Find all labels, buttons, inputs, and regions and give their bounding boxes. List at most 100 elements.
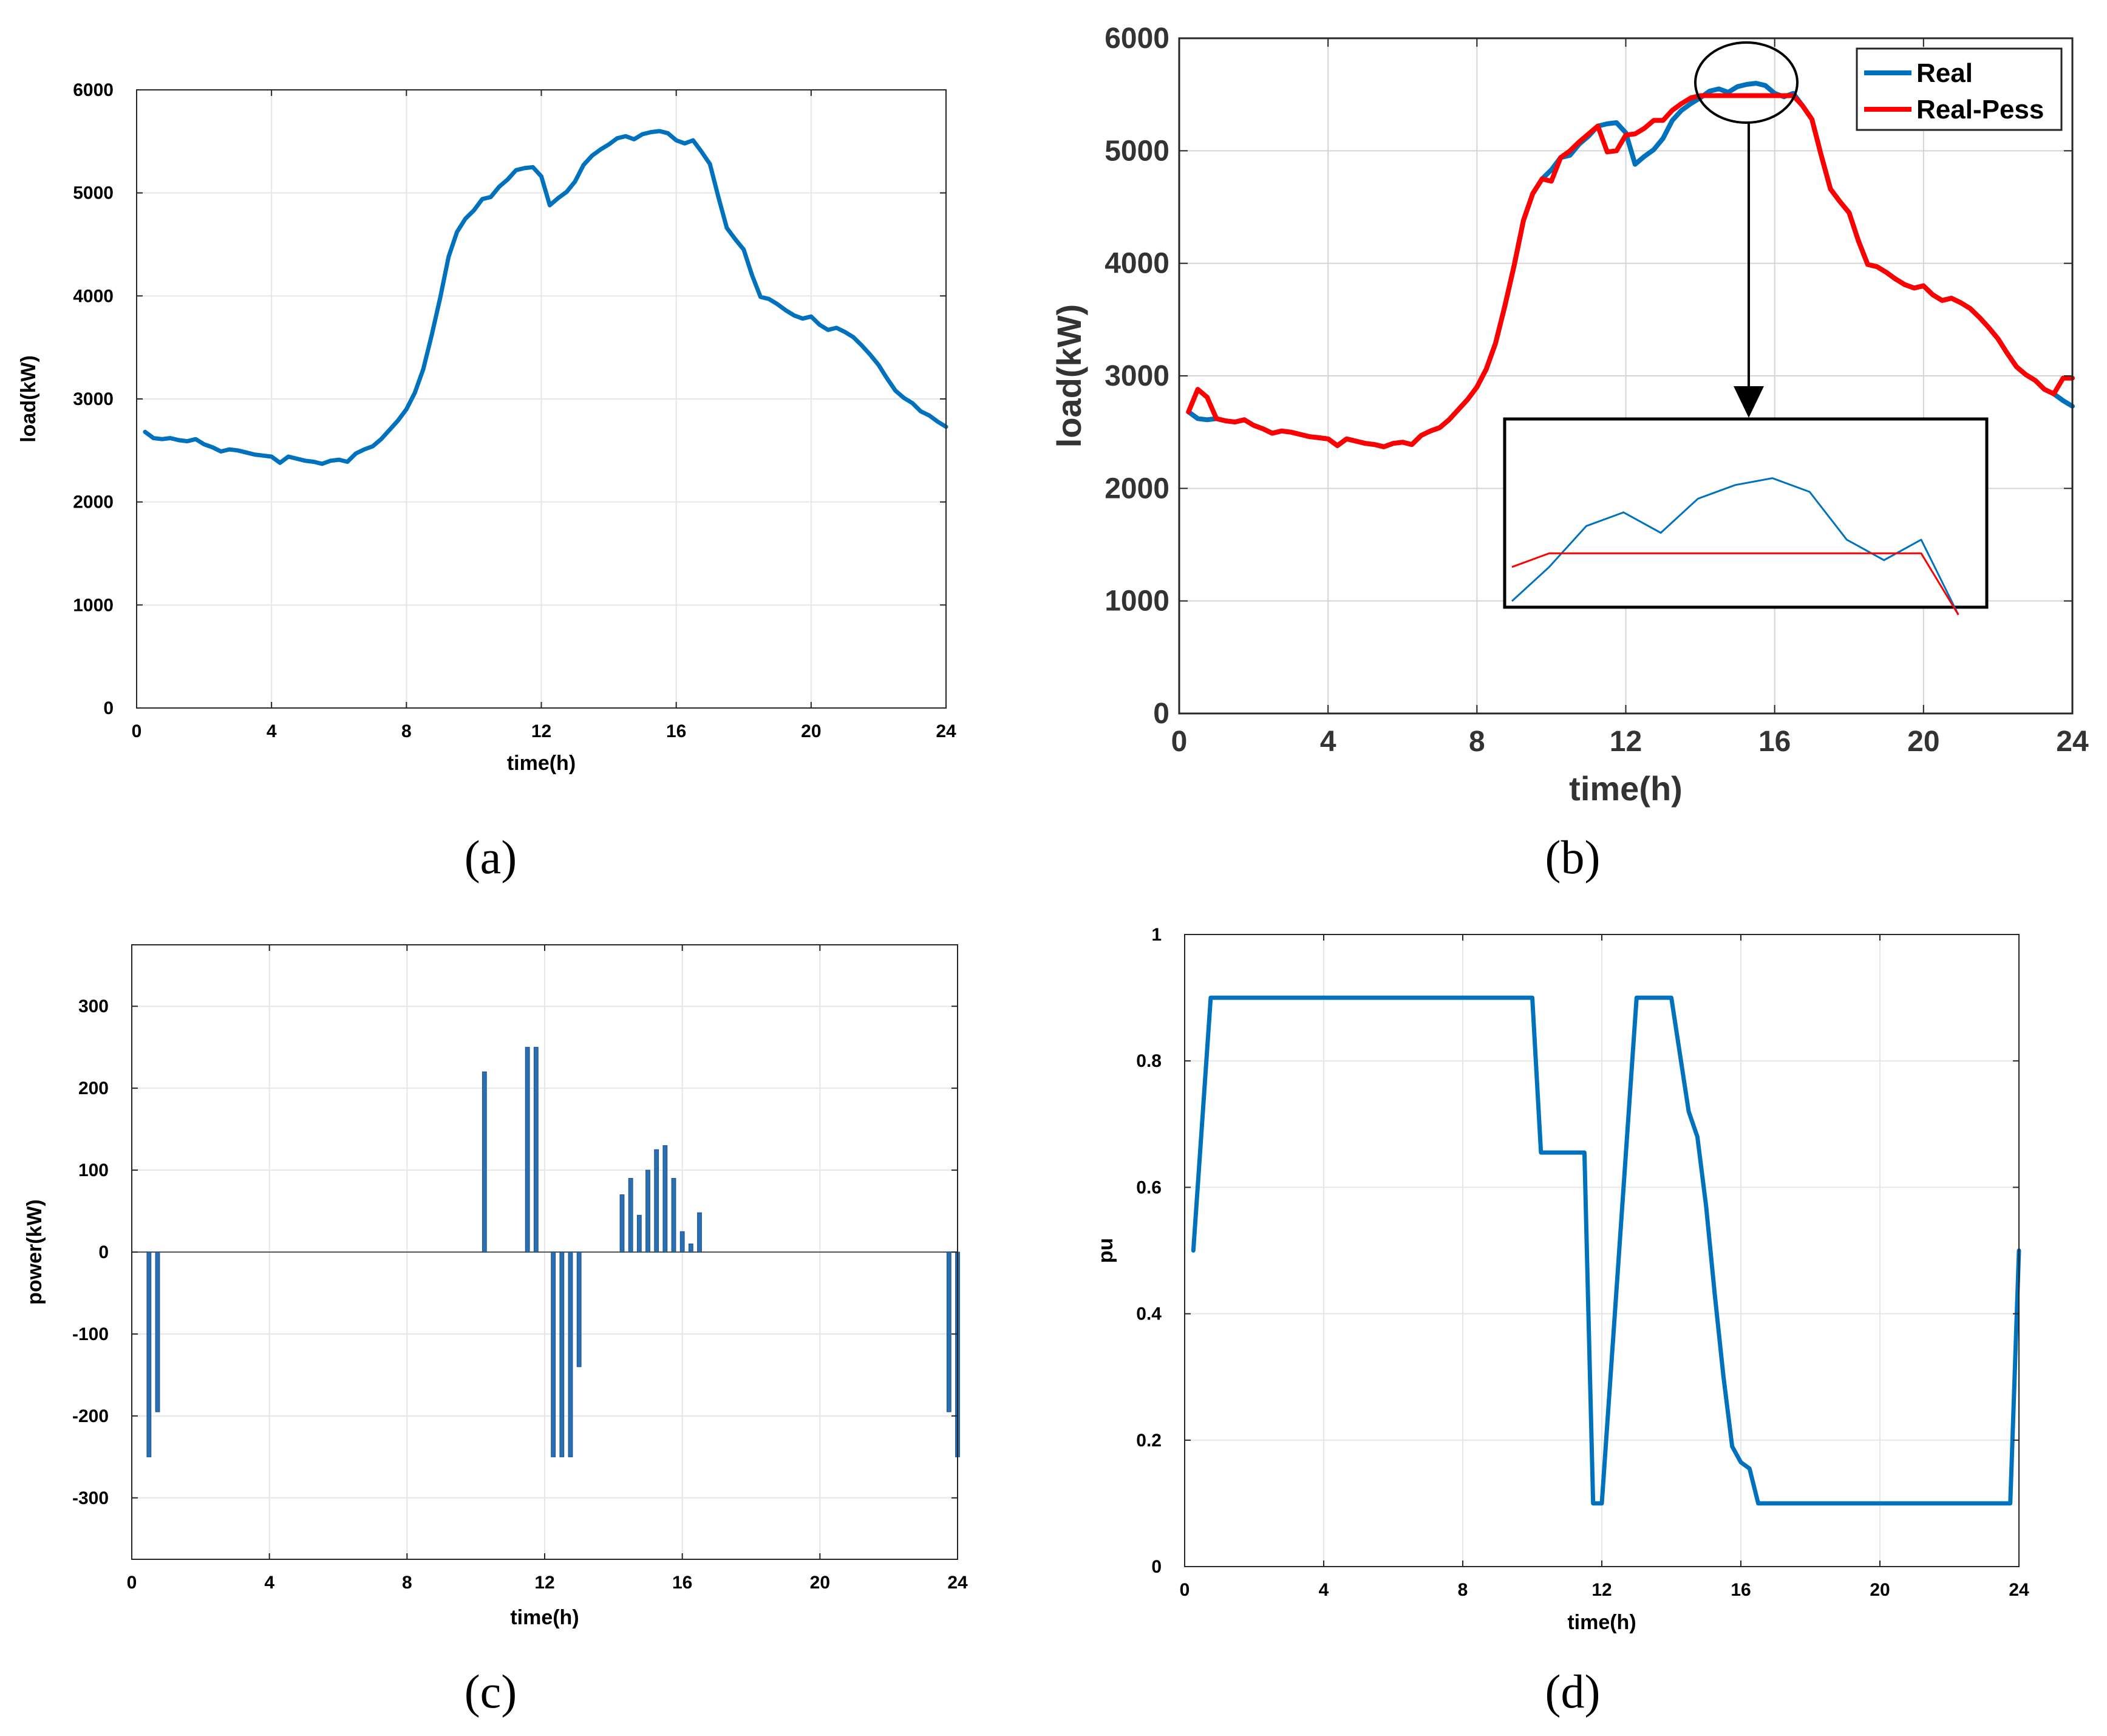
y-tick-label: -300 [72,1488,109,1508]
x-axis-label: time(h) [510,1606,579,1629]
x-tick-label: 4 [1320,726,1336,758]
y-tick-label: 4000 [1105,248,1169,280]
y-tick-label: 0 [1151,1557,1162,1577]
y-tick-label: 2000 [1105,472,1169,505]
x-tick-label: 16 [666,721,686,741]
y-tick-label: 0 [103,698,114,718]
bar [559,1251,565,1457]
x-tick-label: 8 [401,721,412,741]
y-tick-label: 6000 [73,80,114,100]
x-tick-label: 4 [1319,1580,1329,1600]
bar [946,1251,951,1412]
x-tick-label: 0 [132,721,142,741]
bar [628,1178,633,1253]
caption-a: (a) [465,831,517,883]
x-tick-label: 8 [1458,1580,1468,1600]
y-tick-label: 100 [78,1160,109,1180]
chart-c: 0 4 8 12 16 20 24 -300 -200 -100 0 100 200 300 time(h)… [23,944,968,1629]
x-tick-label: 24 [2009,1580,2029,1600]
inset-line-real [1511,477,1959,616]
x-tick-label: 12 [531,721,551,741]
x-tick-label: 12 [1610,726,1642,758]
bar [619,1194,625,1253]
bar [146,1251,152,1457]
y-tick-label: 5000 [73,183,114,203]
y-axis-label: load(kW) [17,355,40,443]
bar [662,1145,668,1253]
x-tick-label: 0 [127,1573,137,1593]
y-axis-label: power(kW) [23,1199,46,1305]
x-tick-label: 4 [264,1573,274,1593]
x-tick-label: 16 [672,1573,692,1593]
bar [551,1251,556,1457]
bar [688,1244,693,1253]
x-tick-label: 24 [2056,726,2089,758]
caption-d: (d) [1545,1665,1601,1718]
x-tick-label: 20 [1870,1580,1890,1600]
x-axis-label: time(h) [1569,769,1683,808]
y-tick-label: 1 [1151,925,1162,945]
y-tick-label: 2000 [73,492,114,512]
y-tick-label: 5000 [1105,135,1169,167]
series-line-load [143,129,948,466]
x-tick-label: 16 [1731,1580,1751,1600]
x-tick-label: 0 [1180,1580,1190,1600]
series-line-pu [1191,995,2021,1506]
bar [645,1169,650,1253]
legend-box [1856,47,2063,131]
y-tick-label: 0 [1153,698,1169,730]
bar [697,1212,702,1253]
x-tick-label: 20 [801,721,821,741]
bar [671,1178,676,1253]
x-tick-label: 12 [1591,1580,1612,1600]
y-tick-label: 6000 [1105,22,1169,55]
x-tick-label: 20 [810,1573,830,1593]
y-tick-label: 4000 [73,286,114,306]
bar [525,1047,530,1253]
x-tick-label: 24 [947,1573,968,1593]
y-tick-label: 0.8 [1136,1051,1162,1071]
x-tick-label: 8 [1469,726,1485,758]
y-tick-label: 1000 [73,595,114,615]
series-line-real-pess [1186,93,2075,449]
x-tick-label: 24 [936,721,956,741]
chart-d: 0 4 8 12 16 20 24 0 0.2 0.4 0.6 0.8 1 time(h) pu [1094,925,2029,1634]
bar [568,1251,573,1457]
bar [636,1214,642,1253]
zoom-inset-box [1503,417,1989,609]
y-tick-label: 3000 [1105,360,1169,392]
y-tick-label: 1000 [1105,585,1169,618]
y-tick-label: 200 [78,1078,109,1098]
bar [155,1251,160,1412]
x-tick-label: 20 [1907,726,1939,758]
y-tick-label: -100 [72,1324,109,1344]
x-tick-label: 16 [1758,726,1791,758]
chart-a: 0 4 8 12 16 20 24 0 1000 2000 3000 4000 5000 6000 time… [17,80,956,775]
y-tick-label: 0 [98,1242,109,1262]
zoom-arrow-head [1734,386,1764,418]
y-axis-label: pu [1094,1238,1117,1264]
legend-label-real: Real [1916,58,1973,88]
bar [654,1149,659,1253]
y-tick-label: 0.6 [1136,1177,1162,1197]
x-tick-label: 12 [534,1573,554,1593]
caption-c: (c) [465,1665,517,1718]
x-axis-label: time(h) [507,752,576,775]
y-tick-label: 3000 [73,389,114,409]
x-tick-label: 8 [402,1573,412,1593]
bar [533,1047,539,1253]
x-tick-label: 4 [267,721,277,741]
bar [679,1231,685,1253]
y-tick-label: 0.4 [1136,1304,1162,1324]
bar [482,1071,487,1253]
chart-b: 0 4 8 12 16 20 24 0 1000 2000 3000 4000 5000 6000 time… [1050,22,2089,808]
y-tick-label: -200 [72,1406,109,1426]
x-tick-label: 0 [1171,726,1188,758]
y-tick-label: 300 [78,996,109,1016]
y-axis-label: load(kW) [1050,304,1088,448]
x-axis-label: time(h) [1567,1611,1636,1634]
inset-line-real-pess [1511,552,1959,616]
caption-b: (b) [1545,831,1601,883]
y-tick-label: 0.2 [1136,1431,1162,1451]
